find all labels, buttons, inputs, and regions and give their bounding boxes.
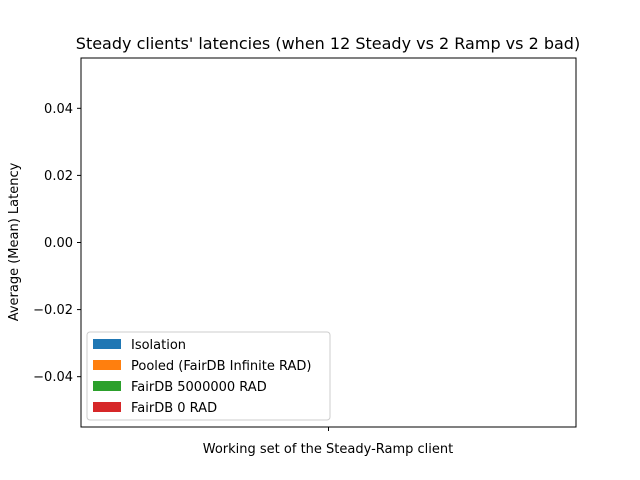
y-tick-label: 0.04 — [44, 102, 73, 117]
legend-entry-label: FairDB 5000000 RAD — [131, 380, 267, 395]
legend: Isolation Pooled (FairDB Infinite RAD) Fai… — [86, 331, 331, 421]
legend-swatch — [93, 360, 121, 370]
legend-swatch — [93, 381, 121, 391]
chart-title: Steady clients' latencies (when 12 Stead… — [76, 34, 580, 53]
y-tick-label: −0.04 — [33, 370, 73, 385]
x-axis-label: Working set of the Steady-Ramp client — [203, 442, 453, 457]
plot-area-frame — [80, 57, 577, 428]
legend-swatch — [93, 339, 121, 349]
legend-swatch — [93, 402, 121, 412]
y-tick-label: −0.02 — [33, 303, 73, 318]
legend-entry-label: FairDB 0 RAD — [131, 401, 217, 416]
legend-entry-label: Pooled (FairDB Infinite RAD) — [131, 359, 311, 374]
legend-entry-label: Isolation — [131, 338, 186, 353]
y-axis-ticks: 0.04 0.02 0.00 −0.02 −0.04 — [33, 102, 81, 385]
y-axis-label: Average (Mean) Latency — [7, 162, 22, 321]
y-tick-label: 0.02 — [44, 169, 73, 184]
y-tick-label: 0.00 — [44, 236, 73, 251]
legend-frame — [86, 331, 331, 421]
